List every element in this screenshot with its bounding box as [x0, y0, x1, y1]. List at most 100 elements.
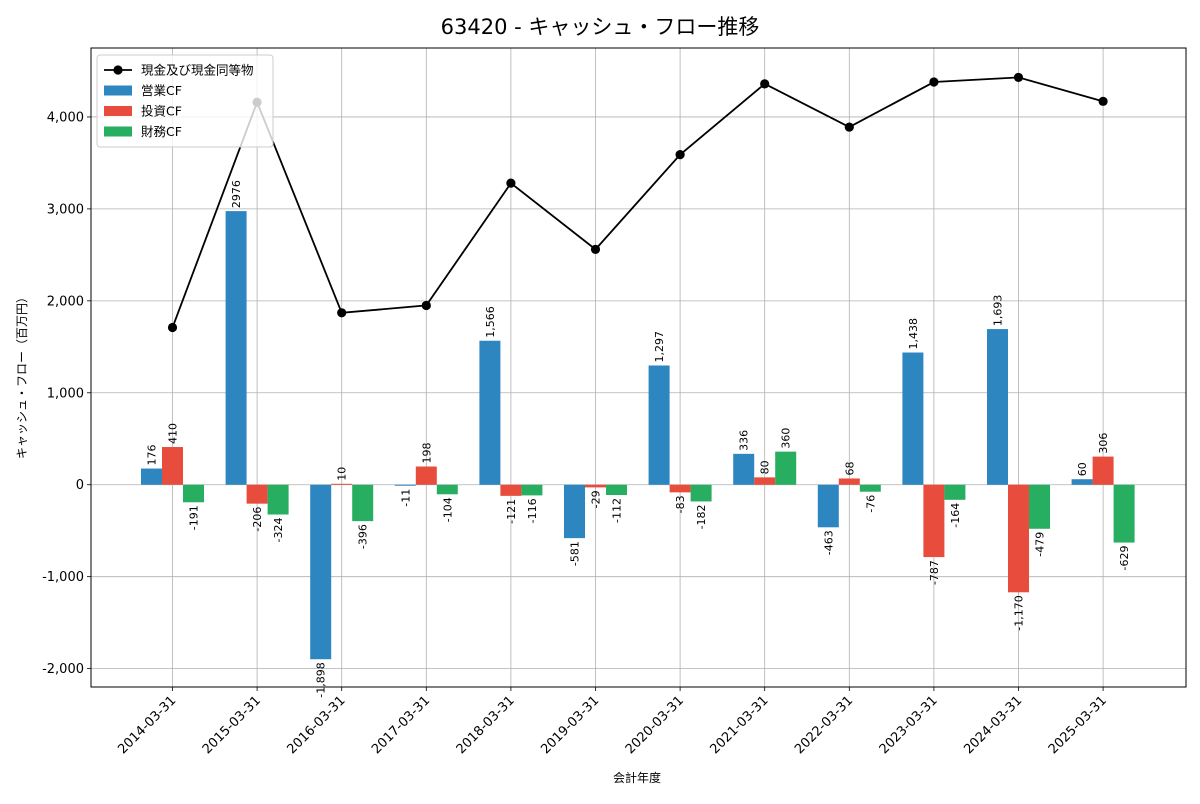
bar-value-label: -1,170 [1013, 595, 1026, 630]
bar [394, 484, 416, 486]
bar-value-label: 360 [780, 428, 793, 449]
line-point [675, 150, 685, 160]
x-tick-label: 2020-03-31 [623, 693, 687, 757]
bar [817, 484, 839, 528]
bar-value-label: -463 [822, 530, 835, 555]
bar-value-label: -396 [357, 524, 370, 549]
bar [415, 466, 437, 485]
bar-labels-layer: 176 2976 -1,898 -11 1,566 -581 1,297 336 -463 1,4… [146, 180, 1132, 698]
bar-value-label: -121 [505, 499, 518, 524]
y-tick-label: -1,000 [42, 570, 84, 585]
bar [669, 484, 691, 493]
line-point [760, 79, 770, 89]
bar [183, 484, 204, 503]
line-layer [167, 72, 1108, 333]
bar-value-label: -191 [188, 505, 201, 530]
bar [838, 478, 860, 485]
bar [436, 484, 458, 495]
line-point [337, 308, 347, 318]
bar [162, 447, 183, 485]
bar-value-label: 336 [738, 430, 751, 451]
bar-value-label: -479 [1034, 532, 1047, 557]
bar-value-label: -29 [590, 490, 603, 508]
axes-layer: -2,000 -1,000 0 1,000 2,000 3,000 4,000 2014-03… [42, 47, 1187, 757]
bar [1029, 484, 1050, 529]
bar-value-label: 1,438 [907, 318, 920, 350]
x-axis-label: 会計年度 [613, 770, 661, 785]
bar-value-label: -104 [441, 497, 454, 522]
bar-value-label: 1,693 [992, 295, 1005, 327]
bar-value-label: -164 [949, 503, 962, 528]
legend-label: 営業CF [141, 83, 182, 98]
bar-value-label: 68 [843, 461, 856, 475]
bar-value-label: 80 [759, 460, 772, 474]
bar-value-label: -1,898 [315, 662, 328, 697]
x-tick-label: 2024-03-31 [961, 693, 1025, 757]
bar [585, 484, 606, 488]
x-tick-label: 2021-03-31 [707, 693, 771, 757]
bar [1092, 456, 1114, 485]
x-tick-label: 2017-03-31 [369, 693, 433, 757]
legend-label: 投資CF [141, 104, 182, 119]
y-tick-label: -2,000 [42, 662, 84, 677]
bar-value-label: -324 [272, 518, 285, 543]
y-tick-label: 4,000 [47, 110, 84, 125]
y-tick-label: 0 [76, 478, 84, 493]
bar [352, 484, 374, 522]
legend-marker [113, 65, 123, 75]
y-axis-label: キャッシュ・フロー（百万円） [15, 291, 29, 459]
line-point [590, 244, 601, 254]
bar-value-label: 176 [146, 445, 159, 466]
x-tick-label: 2018-03-31 [454, 693, 518, 757]
legend-box [96, 54, 274, 148]
bar [902, 352, 924, 485]
legend-label: 現金及び現金同等物 [141, 63, 254, 78]
bar [923, 484, 945, 558]
bar [606, 484, 627, 496]
bar-value-label: -83 [674, 495, 687, 513]
bar [944, 484, 966, 500]
bar-value-label: -629 [1118, 546, 1131, 571]
bar [754, 477, 776, 485]
bar-value-label: -581 [569, 541, 582, 566]
bar [225, 211, 247, 485]
line-point [167, 322, 178, 333]
bar [564, 484, 585, 539]
bar-value-label: 198 [420, 443, 433, 464]
bar [521, 484, 543, 496]
line-point [421, 300, 431, 311]
bar-value-label: -787 [928, 560, 941, 585]
bar-value-label: -11 [399, 489, 412, 507]
bar-value-label: 2976 [230, 180, 243, 208]
line-point [1098, 96, 1108, 106]
bar [1071, 479, 1093, 485]
x-tick-label: 2016-03-31 [284, 693, 348, 757]
bar [987, 329, 1008, 485]
x-tick-label: 2014-03-31 [115, 693, 179, 757]
chart-title: 63420 - キャッシュ・フロー推移 [441, 15, 760, 39]
line-point [1013, 72, 1024, 83]
line-point [929, 77, 939, 87]
legend-swatch [104, 126, 132, 137]
x-tick-label: 2025-03-31 [1046, 693, 1110, 757]
bar [690, 484, 712, 502]
line-point [506, 178, 516, 188]
bar-value-label: -116 [526, 498, 539, 523]
bar [310, 484, 332, 660]
bar [648, 365, 670, 485]
bar-value-label: 1,297 [653, 331, 666, 363]
bar [775, 451, 797, 485]
bar [1113, 484, 1135, 543]
legend-swatch [104, 85, 132, 96]
legend-swatch [104, 106, 132, 116]
x-tick-label: 2015-03-31 [200, 693, 264, 757]
bar-value-label: -112 [611, 498, 624, 523]
bar [331, 483, 353, 485]
legend-label: 財務CF [141, 124, 182, 139]
bar [1008, 484, 1029, 593]
bar-value-label: -182 [695, 504, 708, 529]
bar-value-label: -76 [864, 495, 877, 513]
